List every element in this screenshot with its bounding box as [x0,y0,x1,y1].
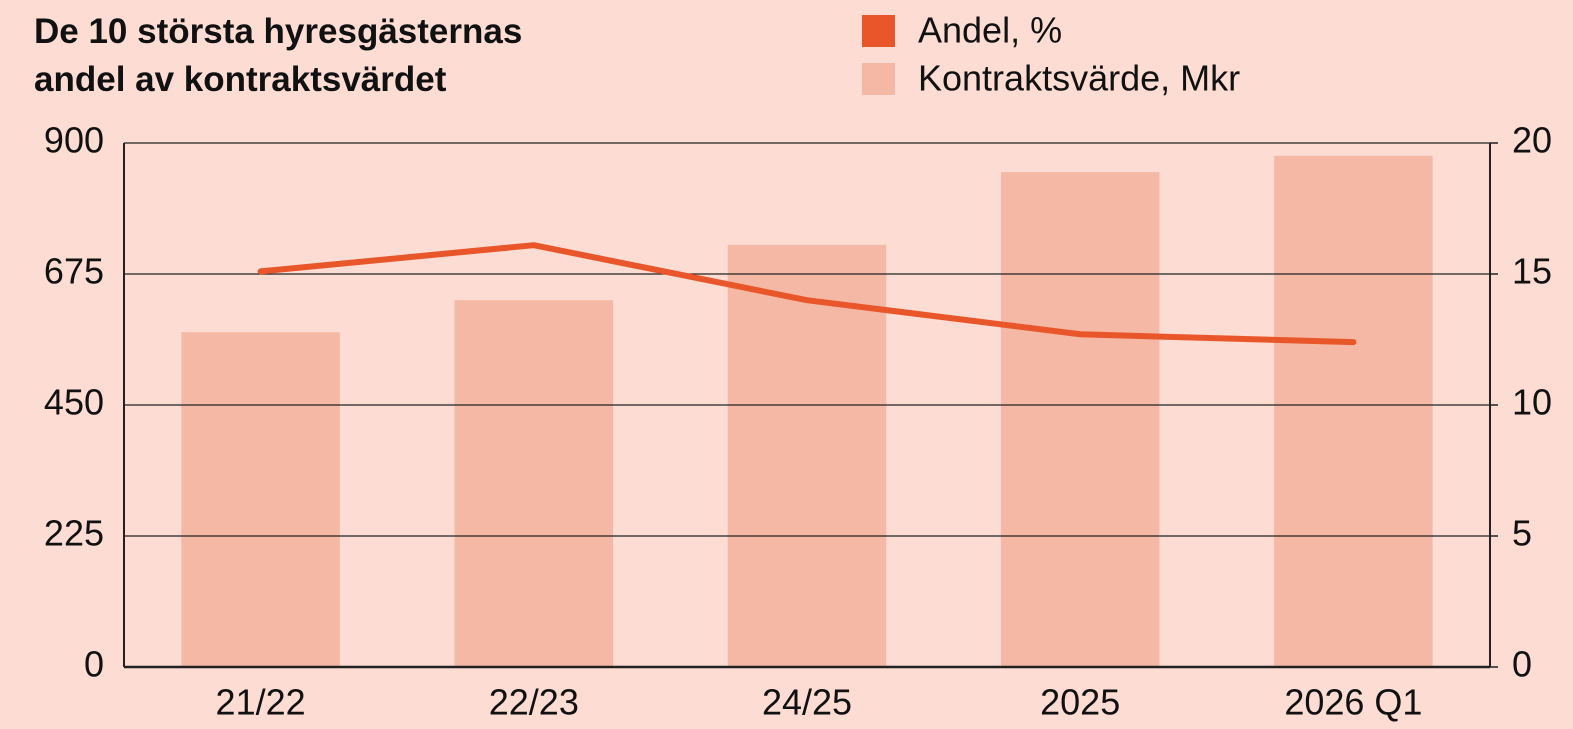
y2-tick-label: 15 [1512,251,1552,292]
bar [1274,155,1433,667]
x-tick-label: 21/22 [216,682,306,723]
y-tick-label: 450 [44,382,104,423]
x-tick-label: 2026 Q1 [1284,682,1422,723]
y2-tick-label: 0 [1512,644,1532,685]
bar [181,332,340,667]
y2-tick-label: 10 [1512,382,1552,423]
chart-title: De 10 största hyresgästernas andel av ko… [34,12,523,99]
x-tick-label: 2025 [1040,682,1120,723]
legend-label: Andel, % [918,10,1062,51]
y2-tick-label: 5 [1512,513,1532,554]
y-tick-label: 900 [44,120,104,161]
y-tick-label: 225 [44,513,104,554]
y2-tick-label: 20 [1512,120,1552,161]
bar [454,300,614,667]
bar [1000,172,1160,667]
line [257,242,1357,346]
legend-swatch [862,63,895,95]
y-tick-label: 0 [84,644,104,685]
bar [727,244,887,667]
legend-swatch [862,15,895,47]
y-tick-label: 675 [44,251,104,292]
x-tick-label: 24/25 [762,682,852,723]
legend-label: Kontraktsvärde, Mkr [918,58,1240,99]
x-tick-label: 22/23 [489,682,579,723]
